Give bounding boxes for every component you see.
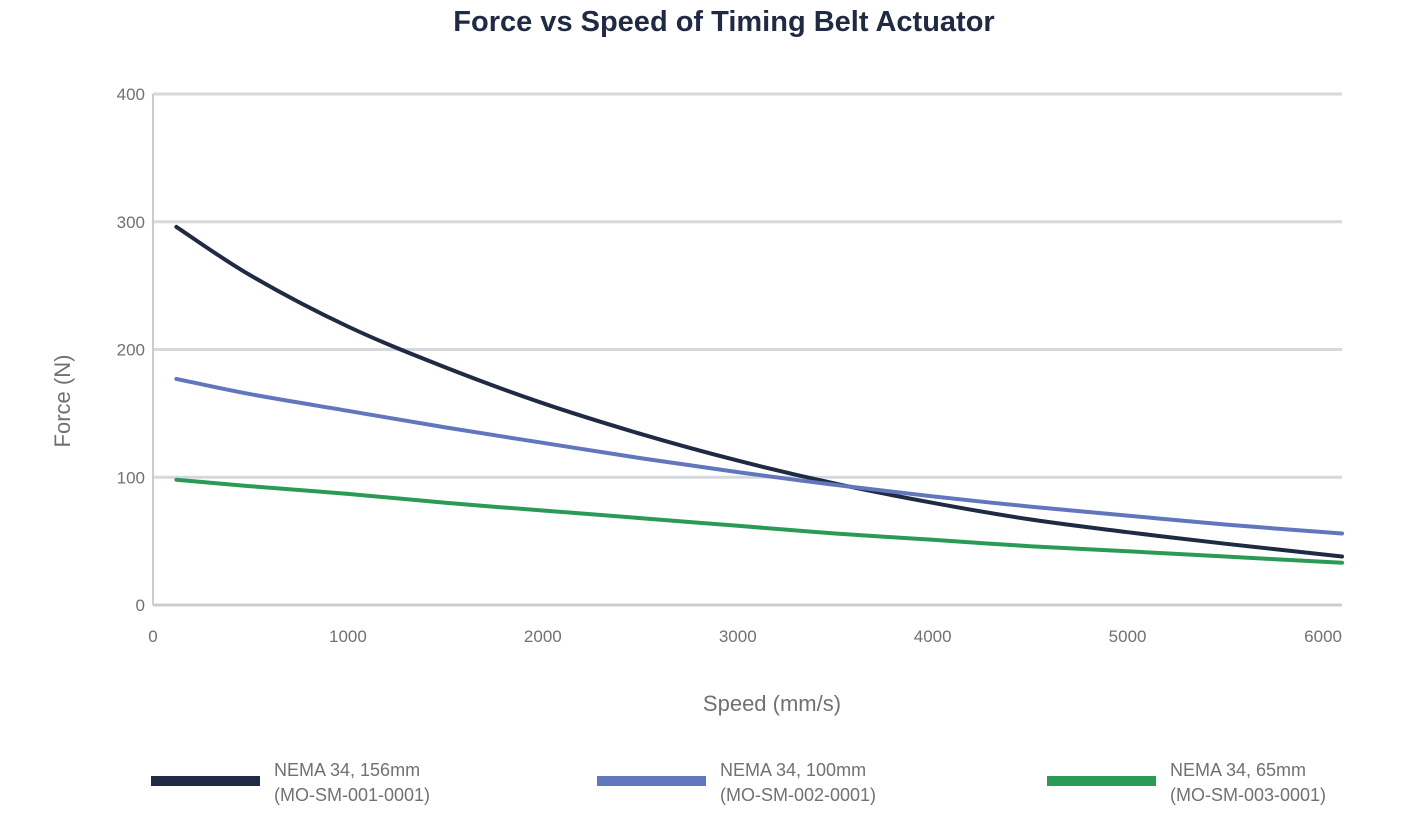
- y-tick-label: 100: [117, 468, 145, 487]
- x-tick-label: 2000: [524, 627, 562, 646]
- legend-swatch: [597, 776, 706, 786]
- series-line-1: [174, 224, 1344, 559]
- legend-item-3: NEMA 34, 65mm (MO-SM-003-0001): [1047, 760, 1326, 805]
- y-tick-label: 300: [117, 213, 145, 232]
- x-tick-label: 1000: [329, 627, 367, 646]
- axes: [152, 94, 1342, 607]
- y-axis-label: Force (N): [50, 355, 75, 448]
- x-tick-label: 0: [148, 627, 157, 646]
- legend-label: NEMA 34, 65mm: [1170, 760, 1306, 780]
- data-series: [174, 224, 1344, 565]
- grid-lines: [153, 92, 1342, 479]
- legend-code: (MO-SM-003-0001): [1170, 785, 1326, 805]
- y-tick-label: 0: [136, 596, 145, 615]
- x-tick-label: 3000: [719, 627, 757, 646]
- chart-title: Force vs Speed of Timing Belt Actuator: [453, 6, 995, 38]
- legend: NEMA 34, 156mm(MO-SM-001-0001)NEMA 34, 1…: [151, 760, 1326, 805]
- x-tick-label: 4000: [914, 627, 952, 646]
- y-tick-label: 400: [117, 85, 145, 104]
- series-line-3: [174, 477, 1344, 565]
- legend-item-2: NEMA 34, 100mm (MO-SM-002-0001): [597, 760, 876, 805]
- x-axis-label: Speed (mm/s): [703, 691, 841, 716]
- legend-item-1: NEMA 34, 156mm (MO-SM-001-0001): [151, 760, 430, 805]
- legend-label: NEMA 34, 100mm: [720, 760, 866, 780]
- legend-label: NEMA 34, 156mm: [274, 760, 420, 780]
- x-tick-label: 5000: [1109, 627, 1147, 646]
- legend-swatch: [151, 776, 260, 786]
- legend-swatch: [1047, 776, 1156, 786]
- x-tick-label: 6000: [1304, 627, 1342, 646]
- series-line-2: [174, 376, 1344, 536]
- legend-code: (MO-SM-002-0001): [720, 785, 876, 805]
- legend-code: (MO-SM-001-0001): [274, 785, 430, 805]
- y-tick-label: 200: [117, 341, 145, 360]
